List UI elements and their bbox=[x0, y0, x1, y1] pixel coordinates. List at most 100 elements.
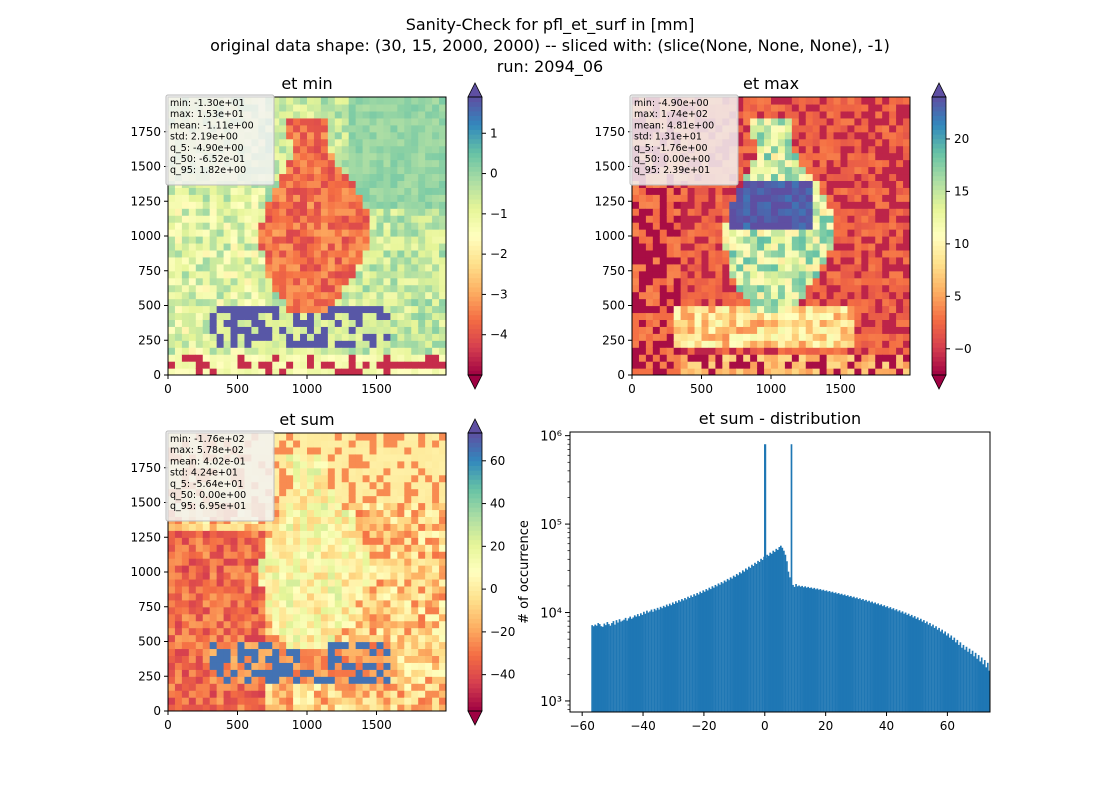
heatmap-cell bbox=[349, 285, 357, 293]
heatmap-cell bbox=[224, 537, 232, 545]
heatmap-cell bbox=[258, 368, 266, 376]
heatmap-cell bbox=[210, 690, 218, 698]
heatmap-cell bbox=[390, 167, 398, 175]
heatmap-cell bbox=[404, 285, 412, 293]
heatmap-cell bbox=[418, 354, 426, 362]
heatmap-cell bbox=[425, 572, 433, 580]
heatmap-cell bbox=[265, 271, 273, 279]
heatmap-cell bbox=[806, 118, 814, 126]
heatmap-cell bbox=[356, 173, 364, 181]
heatmap-cell bbox=[743, 222, 751, 230]
heatmap-cell bbox=[356, 278, 364, 286]
heatmap-cell bbox=[175, 201, 183, 209]
heatmap-cell bbox=[356, 97, 364, 105]
heatmap-cell bbox=[342, 146, 350, 154]
heatmap-cell bbox=[861, 271, 869, 279]
heatmap-cell bbox=[224, 243, 232, 251]
heatmap-cell bbox=[370, 368, 378, 376]
heatmap-cell bbox=[349, 194, 357, 202]
heatmap-cell bbox=[397, 312, 405, 320]
heatmap-cell bbox=[785, 167, 793, 175]
heatmap-cell bbox=[820, 139, 828, 147]
heatmap-cell bbox=[210, 683, 218, 691]
heatmap-cell bbox=[370, 347, 378, 355]
heatmap-cell bbox=[370, 250, 378, 258]
heatmap-cell bbox=[217, 544, 225, 552]
colorbar-segment bbox=[932, 306, 946, 311]
heatmap-cell bbox=[390, 662, 398, 670]
heatmap-cell bbox=[279, 187, 287, 195]
heatmap-cell bbox=[660, 215, 668, 223]
heatmap-cell bbox=[203, 593, 211, 601]
heatmap-cell bbox=[210, 523, 218, 531]
heatmap-cell bbox=[335, 354, 343, 362]
heatmap-cell bbox=[889, 111, 897, 119]
heatmap-cell bbox=[750, 250, 758, 258]
heatmap-cell bbox=[903, 173, 911, 181]
heatmap-cell bbox=[231, 593, 239, 601]
colorbar-segment bbox=[932, 287, 946, 292]
heatmap-cell bbox=[286, 558, 294, 566]
heatmap-cell bbox=[695, 354, 703, 362]
heatmap-cell bbox=[674, 229, 682, 237]
heatmap-cell bbox=[244, 607, 252, 615]
heatmap-cell bbox=[356, 489, 364, 497]
heatmap-cell bbox=[432, 160, 440, 168]
heatmap-cell bbox=[182, 586, 190, 594]
heatmap-cell bbox=[889, 146, 897, 154]
heatmap-cell bbox=[251, 697, 259, 705]
heatmap-cell bbox=[432, 354, 440, 362]
heatmap-cell bbox=[861, 180, 869, 188]
heatmap-cell bbox=[307, 215, 315, 223]
heatmap-cell bbox=[286, 132, 294, 140]
heatmap-cell bbox=[639, 368, 647, 376]
heatmap-cell bbox=[203, 215, 211, 223]
heatmap-cell bbox=[272, 208, 280, 216]
heatmap-cell bbox=[439, 278, 447, 286]
heatmap-cell bbox=[868, 312, 876, 320]
heatmap-cell bbox=[397, 201, 405, 209]
heatmap-cell bbox=[847, 215, 855, 223]
heatmap-cell bbox=[300, 361, 308, 369]
heatmap-cell bbox=[335, 146, 343, 154]
heatmap-cell bbox=[404, 447, 412, 455]
heatmap-cell bbox=[279, 285, 287, 293]
heatmap-cell bbox=[632, 264, 640, 272]
heatmap-cell bbox=[861, 104, 869, 112]
heatmap-cell bbox=[383, 222, 391, 230]
heatmap-cell bbox=[681, 208, 689, 216]
colorbar-segment bbox=[468, 116, 482, 121]
heatmap-cell bbox=[279, 648, 287, 656]
heatmap-cell bbox=[390, 614, 398, 622]
heatmap-cell bbox=[224, 326, 232, 334]
heatmap-cell bbox=[715, 208, 723, 216]
heatmap-cell bbox=[307, 648, 315, 656]
heatmap-cell bbox=[356, 264, 364, 272]
heatmap-cell bbox=[314, 215, 322, 223]
heatmap-cell bbox=[356, 496, 364, 504]
heatmap-cell bbox=[244, 530, 252, 538]
heatmap-cell bbox=[799, 354, 807, 362]
heatmap-cell bbox=[841, 132, 849, 140]
heatmap-cell bbox=[356, 104, 364, 112]
heatmap-cell bbox=[307, 306, 315, 314]
heatmap-cell bbox=[868, 222, 876, 230]
heatmap-cell bbox=[370, 607, 378, 615]
heatmap-cell bbox=[418, 447, 426, 455]
heatmap-cell bbox=[653, 326, 661, 334]
heatmap-cell bbox=[175, 655, 183, 663]
heatmap-cell bbox=[168, 537, 176, 545]
heatmap-cell bbox=[356, 368, 364, 376]
colorbar-segment bbox=[932, 273, 946, 278]
heatmap-cell bbox=[390, 194, 398, 202]
heatmap-cell bbox=[210, 215, 218, 223]
heatmap-cell bbox=[349, 454, 357, 462]
heatmap-cell bbox=[397, 683, 405, 691]
heatmap-cell bbox=[196, 655, 204, 663]
heatmap-cell bbox=[293, 299, 301, 307]
heatmap-cell bbox=[203, 662, 211, 670]
heatmap-cell bbox=[404, 354, 412, 362]
heatmap-cell bbox=[820, 264, 828, 272]
heatmap-cell bbox=[203, 600, 211, 608]
heatmap-cell bbox=[251, 319, 259, 327]
